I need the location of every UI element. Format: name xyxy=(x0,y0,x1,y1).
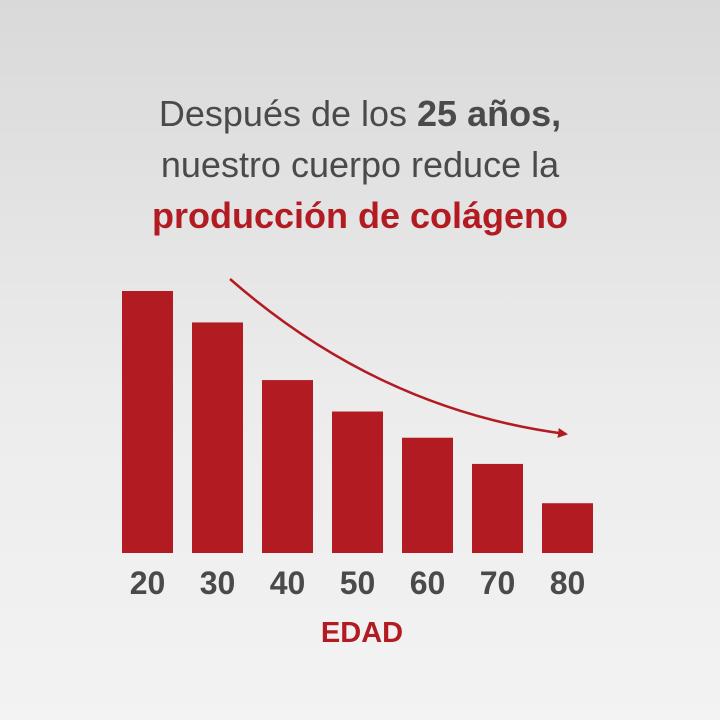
bar-70 xyxy=(472,463,523,553)
bar-60 xyxy=(402,437,453,553)
trend-arrow xyxy=(229,278,568,438)
x-tick-label-30: 30 xyxy=(200,565,236,601)
x-tick-label-50: 50 xyxy=(340,565,376,601)
headline-line-1: Después de los 25 años, xyxy=(0,88,720,139)
x-tick-label-70: 70 xyxy=(480,565,516,601)
bars-group xyxy=(122,291,593,553)
bar-50 xyxy=(332,411,383,553)
x-tick-label-60: 60 xyxy=(410,565,446,601)
x-tick-label-20: 20 xyxy=(130,565,166,601)
headline-line-2: nuestro cuerpo reduce la xyxy=(160,144,560,185)
bar-80 xyxy=(542,503,593,553)
bar-20 xyxy=(122,291,173,553)
headline: Después de los 25 años, nuestro cuerpo r… xyxy=(0,88,720,241)
headline-age-highlight: 25 años, xyxy=(417,93,562,134)
x-tick-label-80: 80 xyxy=(550,565,586,601)
bar-30 xyxy=(192,322,243,553)
headline-line-1-text: Después de los xyxy=(158,93,418,134)
x-tick-label-40: 40 xyxy=(270,565,306,601)
x-tick-labels: 20 30 40 50 60 70 80 xyxy=(130,565,586,601)
bar-40 xyxy=(262,380,313,553)
x-axis-label: EDAD xyxy=(321,617,403,649)
headline-line-3: producción de colágeno xyxy=(151,195,569,236)
